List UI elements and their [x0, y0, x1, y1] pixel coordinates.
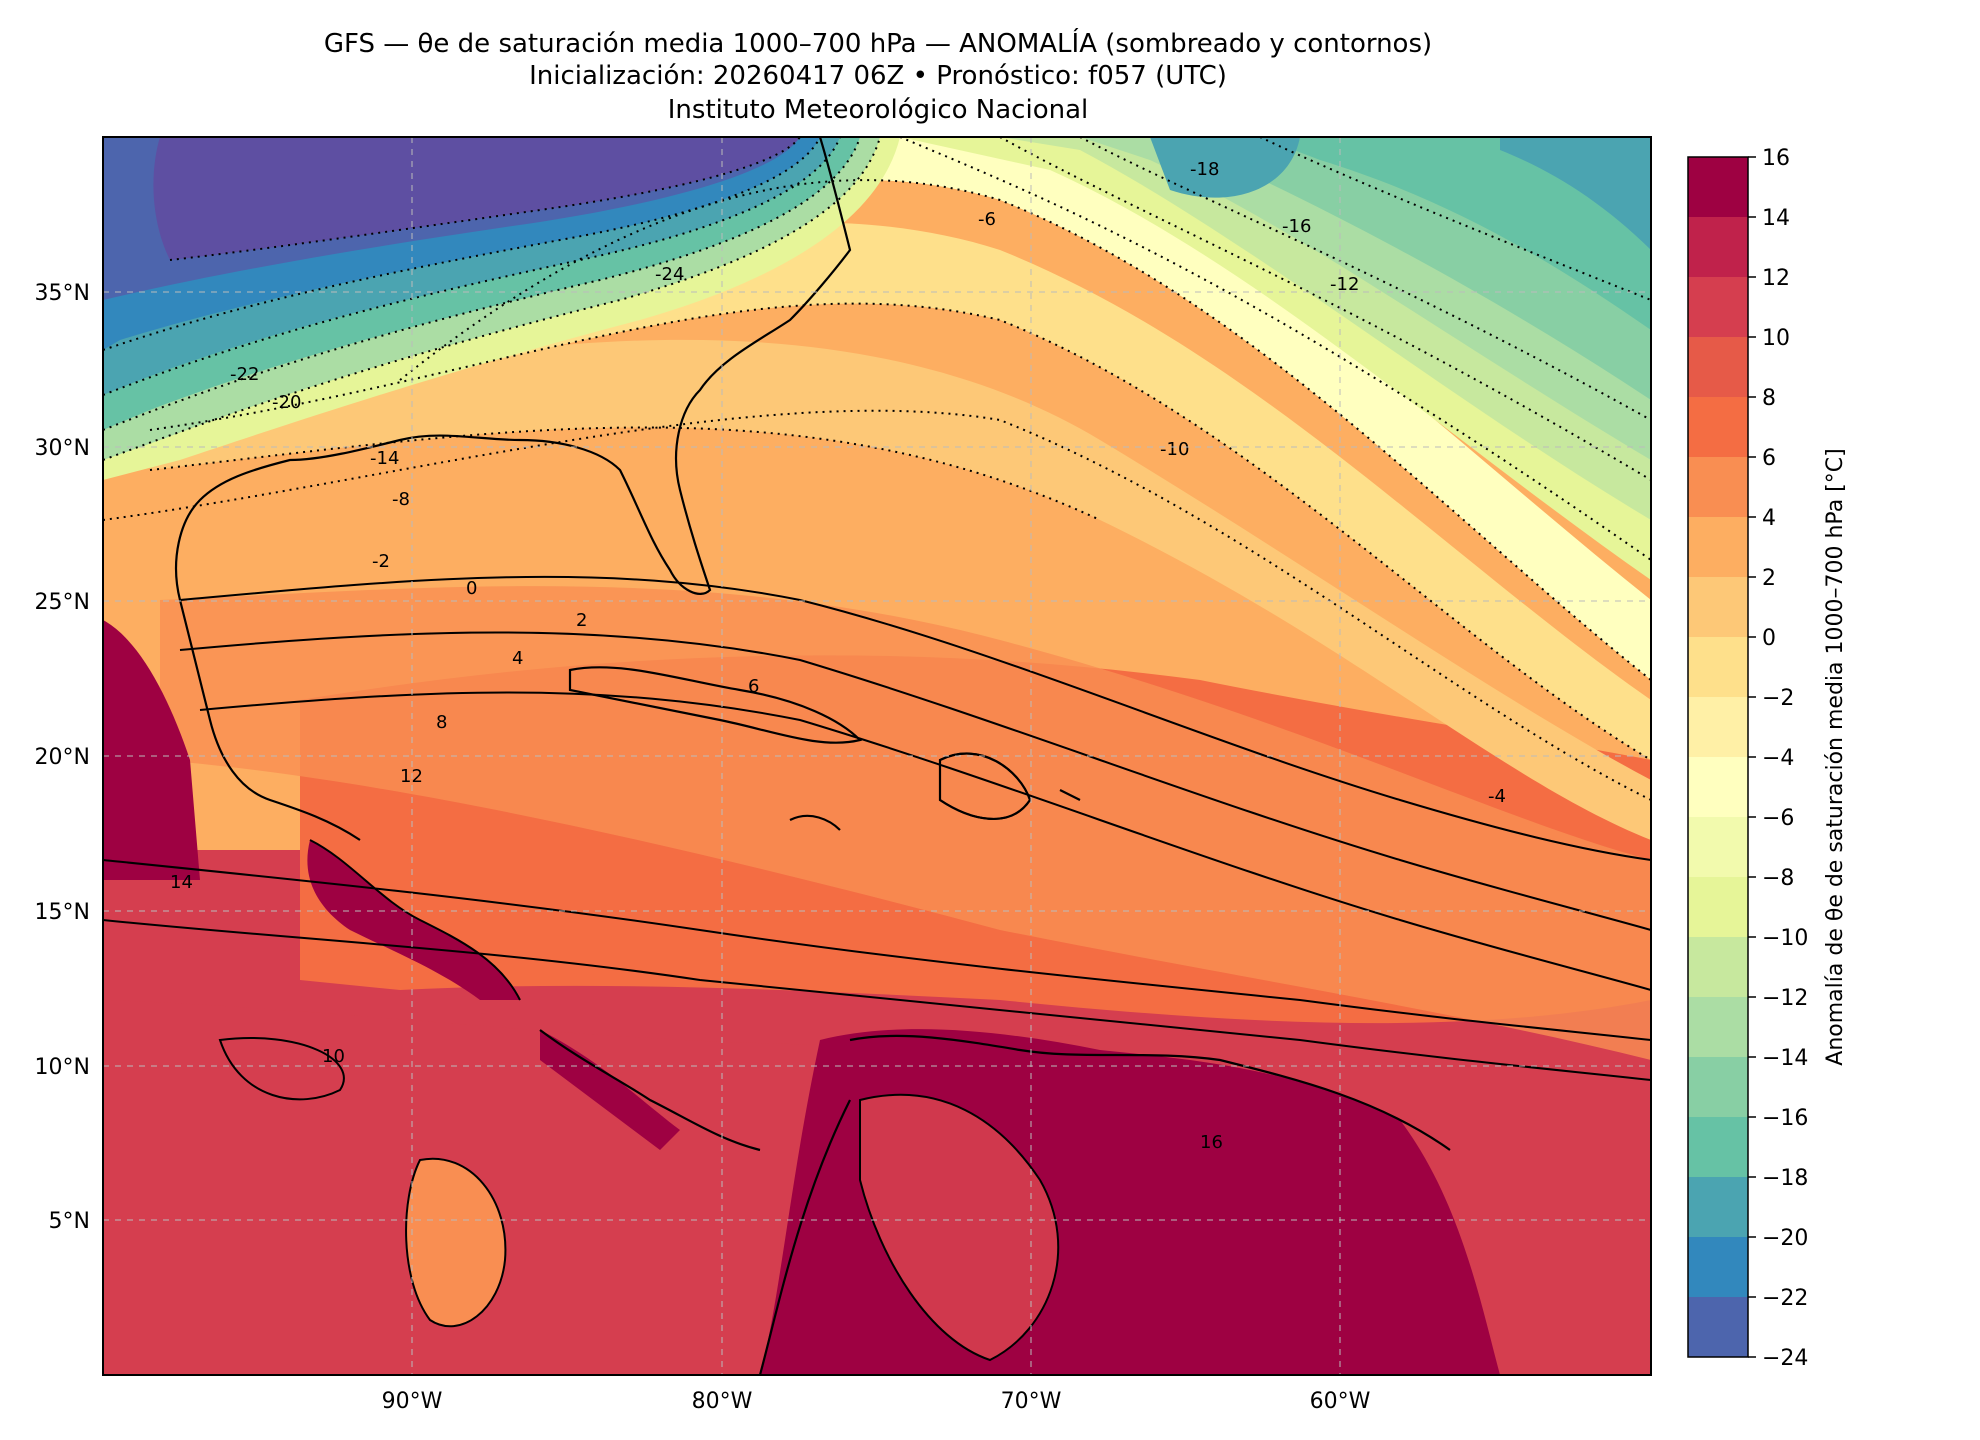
colorbar-segment: [1688, 337, 1748, 398]
y-tick-label: 35°N: [35, 281, 90, 306]
contour-label: -16: [1282, 216, 1311, 237]
colorbar-tick-label: −4: [1762, 746, 1794, 771]
colorbar-tick-label: 4: [1762, 506, 1776, 531]
x-tick-label: 70°W: [1001, 1389, 1062, 1414]
colorbar-tick-label: 0: [1762, 626, 1776, 651]
contour-label: 4: [512, 648, 523, 669]
y-tick-label: 30°N: [35, 436, 90, 461]
contour-label: 12: [400, 766, 423, 787]
colorbar-segment: [1688, 997, 1748, 1058]
contour-label: 16: [1200, 1132, 1223, 1153]
colorbar-tick-label: −24: [1762, 1346, 1808, 1371]
colorbar-tick-label: 14: [1762, 206, 1790, 231]
contour-label: -6: [978, 209, 996, 230]
contour-label: 6: [748, 676, 759, 697]
figure-title: GFS — θe de saturación media 1000–700 hP…: [323, 29, 1433, 59]
y-tick-label: 20°N: [35, 745, 90, 770]
contour-label: 14: [170, 872, 193, 893]
figure-subtitle: Inicialización: 20260417 06Z • Pronóstic…: [529, 61, 1227, 91]
colorbar-tick-label: −20: [1762, 1226, 1808, 1251]
x-tick-label: 80°W: [692, 1389, 753, 1414]
colorbar-segment: [1688, 157, 1748, 218]
y-tick-label: 10°N: [35, 1055, 90, 1080]
contour-labels: -24 -22 -20 -18 -16 -14 -12 -10 -8 -6 -4…: [170, 159, 1506, 1153]
y-tick-label: 25°N: [35, 590, 90, 615]
y-axis: 35°N 30°N 25°N 20°N 15°N 10°N 5°N: [35, 281, 90, 1234]
contour-label: -24: [655, 264, 684, 285]
contour-label: 2: [576, 610, 587, 631]
colorbar-tick-label: −6: [1762, 806, 1794, 831]
colorbar-tick-label: 8: [1762, 386, 1776, 411]
colorbar-segment: [1688, 397, 1748, 458]
colorbar-tick-label: −10: [1762, 926, 1808, 951]
colorbar: 16 14 12 10 8 6 4 2 0 −2 −4 −6 −8 −10 −12 −14 −16 −18 −20 −…: [1687, 146, 1848, 1371]
colorbar-segment: [1688, 697, 1748, 758]
colorbar-segments: [1688, 157, 1748, 1358]
contour-label: -8: [392, 489, 410, 510]
colorbar-tick-label: 6: [1762, 446, 1776, 471]
colorbar-tick-label: 10: [1762, 326, 1790, 351]
figure-institution: Instituto Meteorológico Nacional: [667, 95, 1089, 125]
colorbar-segment: [1688, 877, 1748, 938]
contour-label: 0: [466, 578, 477, 599]
x-axis: 90°W 80°W 70°W 60°W: [382, 1389, 1371, 1414]
colorbar-segment: [1688, 1237, 1748, 1298]
colorbar-label: Anomalía de θe de saturación media 1000–…: [1823, 448, 1848, 1065]
colorbar-segment: [1688, 817, 1748, 878]
gridlines: [103, 137, 1651, 1375]
colorbar-tick-label: −16: [1762, 1106, 1808, 1131]
colorbar-segment: [1688, 1057, 1748, 1118]
map-frame: [102, 136, 1652, 1376]
contour-label: -22: [230, 364, 259, 385]
contour-label: -14: [370, 448, 399, 469]
colorbar-segment: [1688, 1117, 1748, 1178]
colorbar-segment: [1688, 1177, 1748, 1238]
colorbar-tick-label: −8: [1762, 866, 1794, 891]
colorbar-tick-label: 12: [1762, 266, 1790, 291]
colorbar-segment: [1688, 517, 1748, 578]
map-panel: [103, 137, 1651, 1375]
x-tick-label: 90°W: [382, 1389, 443, 1414]
colorbar-segment: [1688, 937, 1748, 998]
x-tick-label: 60°W: [1310, 1389, 1371, 1414]
contour-label: -2: [372, 551, 390, 572]
colorbar-tick-label: 2: [1762, 566, 1776, 591]
colorbar-tick-label: 16: [1762, 146, 1790, 171]
contour-label: -18: [1190, 159, 1219, 180]
colorbar-segment: [1688, 1297, 1748, 1358]
colorbar-tick-label: −22: [1762, 1286, 1808, 1311]
contour-label: -12: [1330, 274, 1359, 295]
contour-label: 8: [436, 712, 447, 733]
colorbar-tick-label: −12: [1762, 986, 1808, 1011]
colorbar-segment: [1688, 457, 1748, 518]
colorbar-segment: [1688, 637, 1748, 698]
contour-label: 10: [322, 1046, 345, 1067]
y-tick-label: 15°N: [35, 900, 90, 925]
colorbar-segment: [1688, 217, 1748, 278]
colorbar-tick-label: −2: [1762, 686, 1794, 711]
colorbar-ticks: 16 14 12 10 8 6 4 2 0 −2 −4 −6 −8 −10 −12 −14 −16 −18 −20 −…: [1748, 146, 1808, 1371]
contour-label: -4: [1488, 786, 1506, 807]
colorbar-segment: [1688, 577, 1748, 638]
colorbar-tick-label: −14: [1762, 1046, 1808, 1071]
contour-label: -10: [1160, 439, 1189, 460]
colorbar-segment: [1688, 277, 1748, 338]
contour-label: -20: [272, 392, 301, 413]
colorbar-tick-label: −18: [1762, 1166, 1808, 1191]
y-tick-label: 5°N: [49, 1209, 90, 1234]
colorbar-segment: [1688, 757, 1748, 818]
